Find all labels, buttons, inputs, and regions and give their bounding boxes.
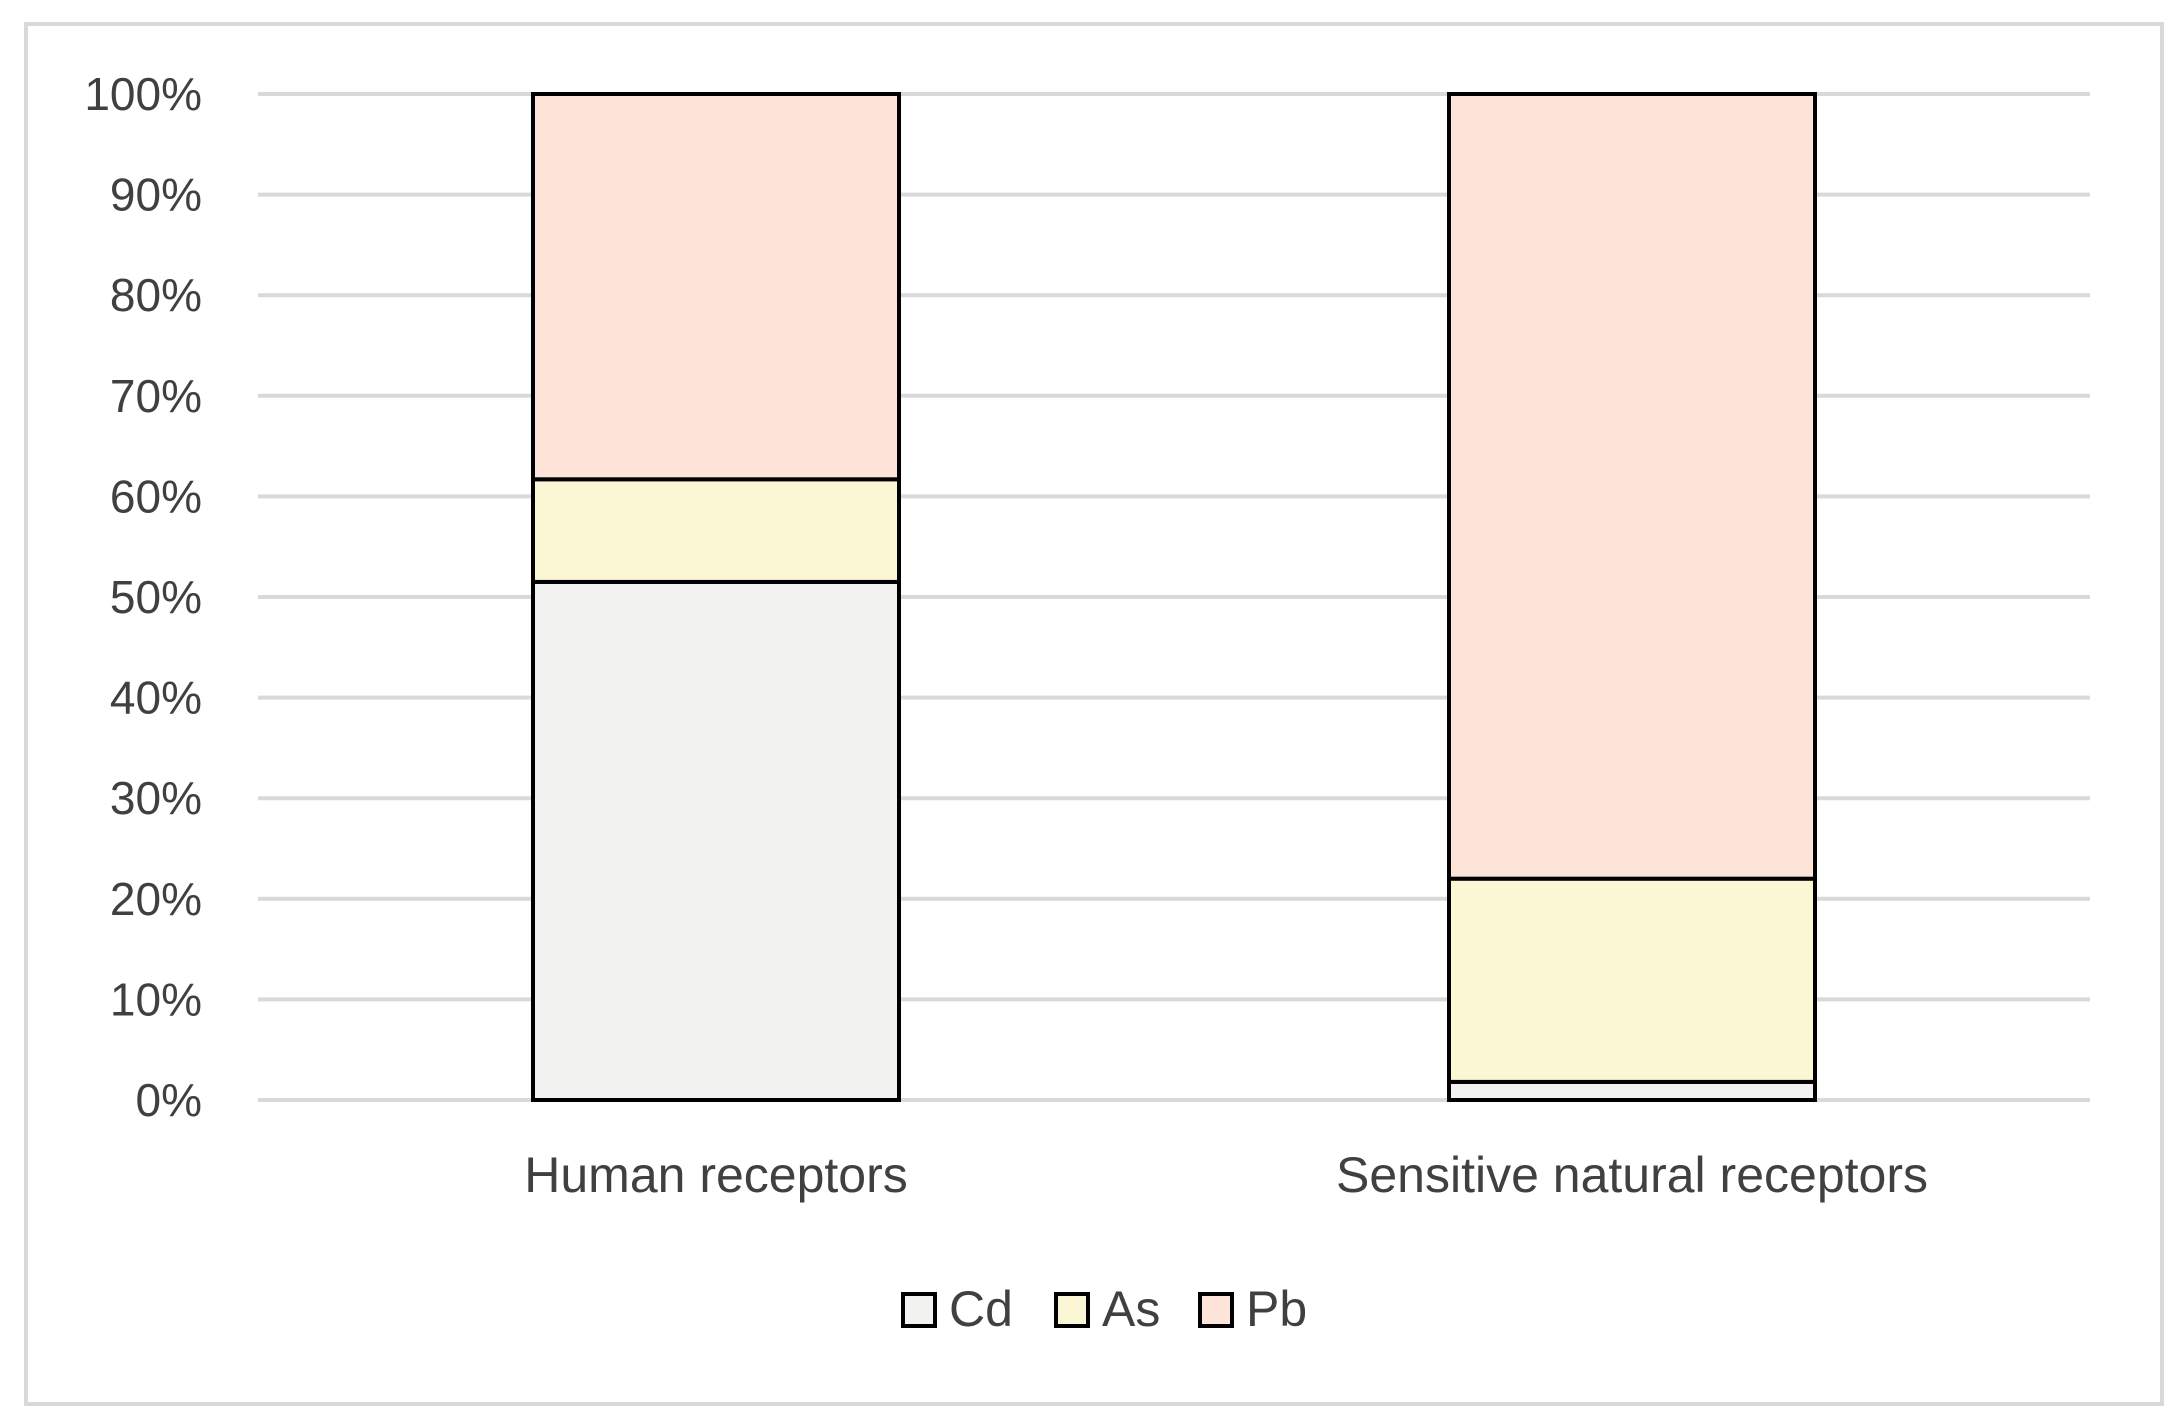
legend-label-pb: Pb xyxy=(1246,1281,1307,1337)
bar-segment-cd xyxy=(1447,1079,1817,1102)
legend-swatch-pb xyxy=(1198,1292,1234,1328)
y-tick-label: 50% xyxy=(110,571,202,623)
y-tick-label: 0% xyxy=(136,1074,202,1126)
y-tick-label: 30% xyxy=(110,772,202,824)
bar-segment-pb xyxy=(1447,92,1817,881)
x-category-label: Sensitive natural receptors xyxy=(1336,1147,1928,1203)
y-tick-label: 100% xyxy=(84,68,202,120)
x-category-label: Human receptors xyxy=(524,1147,908,1203)
y-tick-label: 10% xyxy=(110,973,202,1025)
legend-swatch-as xyxy=(1054,1292,1090,1328)
bar-segment-pb xyxy=(531,92,901,482)
y-tick-label: 90% xyxy=(110,169,202,221)
y-tick-label: 20% xyxy=(110,873,202,925)
bars xyxy=(531,92,1817,1102)
legend-swatch-cd xyxy=(901,1292,937,1328)
bar-segment-as xyxy=(531,477,901,584)
legend-label-cd: Cd xyxy=(949,1281,1013,1337)
legend-label-as: As xyxy=(1102,1281,1160,1337)
y-tick-label: 40% xyxy=(110,672,202,724)
y-tick-label: 60% xyxy=(110,470,202,522)
legend: Cd As Pb xyxy=(901,1281,1307,1337)
x-axis-category-labels: Human receptors Sensitive natural recepto… xyxy=(524,1147,1928,1203)
bar-segment-cd xyxy=(531,579,901,1102)
y-axis-tick-labels: 0% 10% 20% 30% 40% 50% 60% 70% 80% 90% 100% xyxy=(84,68,202,1126)
y-tick-label: 80% xyxy=(110,269,202,321)
y-tick-label: 70% xyxy=(110,370,202,422)
bar-segment-as xyxy=(1447,876,1817,1084)
